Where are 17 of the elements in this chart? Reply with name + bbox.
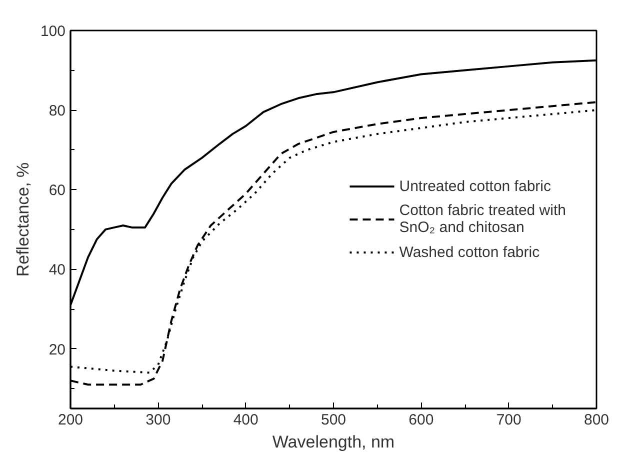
y-tick-label: 40: [48, 262, 66, 279]
x-tick-label: 800: [584, 412, 610, 428]
x-axis-title: Wavelength, nm: [272, 432, 395, 452]
y-tick-label: 100: [40, 23, 66, 40]
legend-label: Untreated cotton fabric: [399, 178, 551, 194]
legend-label: Washed cotton fabric: [399, 244, 540, 260]
x-tick-label: 300: [146, 412, 171, 428]
x-tick-label: 400: [233, 412, 258, 428]
y-tick-label: 60: [48, 182, 66, 200]
x-tick-label: 600: [408, 412, 434, 428]
legend-label: Cotton fabric treated with SnO₂ and chitosan: [399, 202, 566, 236]
x-tick-label: 200: [58, 412, 84, 428]
y-axis-title: Reflectance, %: [13, 162, 32, 277]
x-tick-label: 500: [320, 412, 346, 428]
y-tick-label: 80: [48, 102, 66, 120]
x-tick-label: 700: [496, 412, 522, 428]
y-tick-label: 20: [48, 341, 66, 358]
